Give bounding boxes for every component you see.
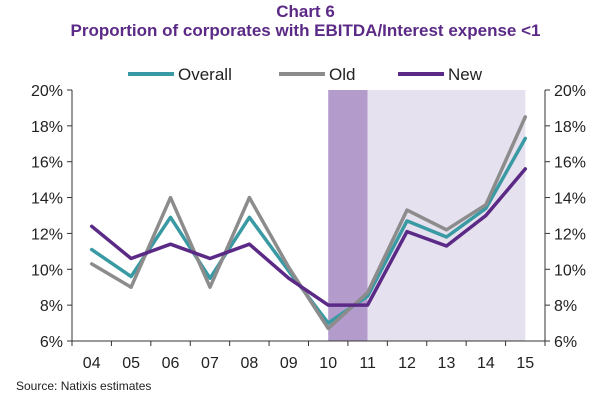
shaded-region-2 xyxy=(367,90,526,341)
y-tick-label-right: 14% xyxy=(554,191,586,208)
x-tick-label: 14 xyxy=(477,355,495,372)
y-tick-label-left: 6% xyxy=(40,334,63,351)
legend-label-overall: Overall xyxy=(178,65,232,84)
y-tick-label-left: 10% xyxy=(31,262,63,279)
source-note: Source: Natixis estimates xyxy=(16,379,152,393)
x-tick-label: 15 xyxy=(516,355,534,372)
y-tick-label-right: 6% xyxy=(554,334,577,351)
x-tick-label: 10 xyxy=(319,355,337,372)
series-line-old xyxy=(89,115,528,331)
legend-label-old: Old xyxy=(329,65,355,84)
y-tick-label-left: 20% xyxy=(31,83,63,100)
y-tick-label-left: 12% xyxy=(31,226,63,243)
y-tick-label-left: 18% xyxy=(31,119,63,136)
y-tick-label-left: 16% xyxy=(31,155,63,172)
x-tick-label: 13 xyxy=(438,355,456,372)
x-tick-label: 07 xyxy=(201,355,219,372)
x-tick-label: 12 xyxy=(398,355,416,372)
y-tick-label-right: 8% xyxy=(554,298,577,315)
x-tick-label: 08 xyxy=(240,355,258,372)
y-tick-label-right: 10% xyxy=(554,262,586,279)
y-tick-label-left: 8% xyxy=(40,298,63,315)
x-tick-label: 09 xyxy=(280,355,298,372)
x-tick-label: 04 xyxy=(83,355,101,372)
y-tick-label-right: 20% xyxy=(554,83,586,100)
chart-title-line2: Proportion of corporates with EBITDA/Int… xyxy=(70,21,541,40)
chart-title-line1: Chart 6 xyxy=(276,2,335,21)
x-tick-label: 11 xyxy=(359,355,376,372)
y-tick-label-right: 16% xyxy=(554,155,586,172)
y-tick-label-right: 12% xyxy=(554,226,586,243)
x-tick-label: 05 xyxy=(122,355,140,372)
y-tick-label-right: 18% xyxy=(554,119,586,136)
x-tick-label: 06 xyxy=(162,355,180,372)
series-line-new xyxy=(89,167,528,307)
legend-label-new: New xyxy=(448,65,483,84)
y-tick-label-left: 14% xyxy=(31,191,63,208)
